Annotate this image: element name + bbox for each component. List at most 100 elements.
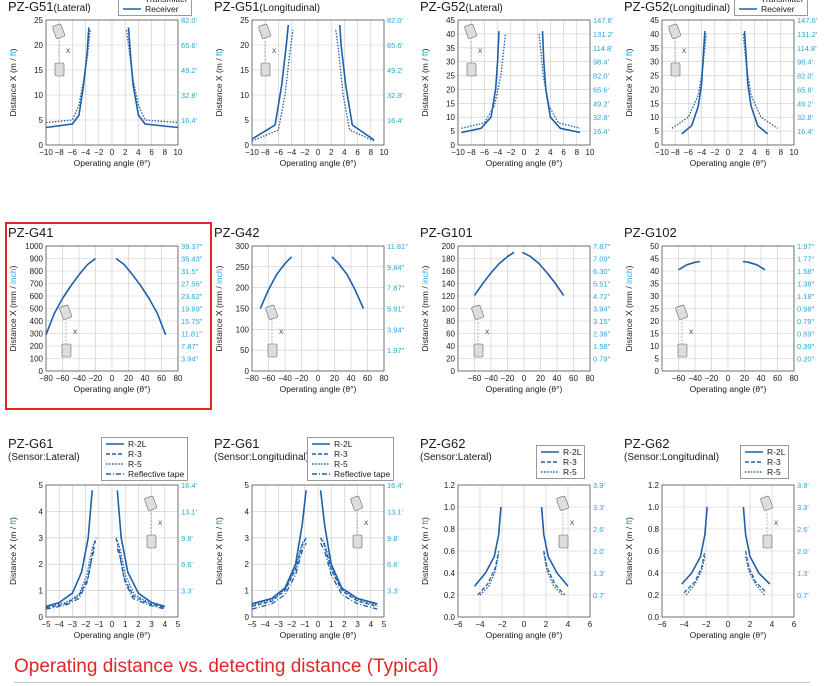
x-tick-label: 5	[382, 620, 387, 629]
sensor-diagram-icon: X	[52, 23, 71, 77]
y-tick-label: 35	[650, 44, 659, 53]
right-tick-label: 0.98"	[797, 305, 815, 314]
series-line-r-2l	[681, 506, 708, 585]
x-axis-label: Operating angle (θ°)	[74, 158, 151, 168]
y-tick-label: 15	[650, 99, 659, 108]
y-axis-label: Distance X (m / ft)	[8, 517, 18, 585]
x-tick-label: −8	[671, 148, 681, 157]
y-tick-label: 5	[245, 116, 250, 125]
x-tick-label: −6	[480, 148, 490, 157]
series-line-r-2l	[45, 490, 93, 608]
y-tick-label: 150	[236, 305, 250, 314]
y-tick-label: 25	[34, 16, 43, 25]
x-tick-label: 40	[553, 374, 562, 383]
x-diagram-label: X	[774, 520, 779, 527]
y-tick-label: 100	[236, 325, 250, 334]
x-tick-label: 20	[330, 374, 339, 383]
right-tick-label: 16.4'	[797, 127, 814, 136]
series-line-curve	[115, 257, 167, 336]
y-tick-label: 10	[446, 113, 455, 122]
series-line-curve	[331, 256, 365, 309]
chart-svg: −10 −8 −6 −4 −2 0 2 4 6 8 1005101520253035404516.4…	[420, 16, 614, 168]
legend-label: R-2L	[334, 439, 353, 449]
x-tick-label: 2	[544, 620, 549, 629]
legend-label: R-2L	[128, 439, 147, 449]
right-tick-label: 19.69"	[181, 305, 203, 314]
x-tick-label: −60	[56, 374, 70, 383]
y-axis-label: Distance X (m / ft)	[420, 48, 430, 116]
y-tick-label: 0	[451, 141, 456, 150]
chart-svg: −80 −60 −40 −20 0 20 40 60 800100200300400500600…	[8, 242, 203, 394]
right-tick-label: 2.6'	[593, 525, 605, 534]
x-axis-label: Operating angle (θ°)	[690, 158, 767, 168]
x-axis-label: Operating angle (θ°)	[690, 630, 767, 640]
plot-frame	[457, 245, 591, 372]
x-tick-label: 80	[380, 374, 389, 383]
y-tick-label: 700	[30, 280, 44, 289]
chart-svg: −6 −4 −2 0 2 4 6 0.0 0.2 0.4 0.6 0.8 1.0 1.2 0.7' 1.3' 2…	[420, 481, 605, 640]
legend-entry: R-3	[540, 457, 581, 467]
y-tick-label: 35	[650, 280, 659, 289]
legend-entry: R-2L	[744, 447, 785, 457]
x-tick-label: 10	[790, 148, 799, 157]
x-tick-label: 8	[163, 148, 168, 157]
chart-title: PZ-G41	[8, 225, 54, 240]
series-line-reflective-tape	[320, 542, 378, 610]
series-line-r-5	[320, 537, 378, 606]
series-line-receiver	[251, 24, 290, 140]
legend-entry: R-2L	[311, 439, 390, 449]
x-tick-label: 0	[110, 374, 115, 383]
y-axis-label: Distance X (mm / inch)	[214, 265, 224, 351]
right-tick-label: 1.97"	[387, 346, 405, 355]
legend-label: R-3	[128, 449, 142, 459]
right-tick-label: 1.3'	[797, 569, 809, 578]
x-tick-label: −4	[493, 148, 503, 157]
chart-title: PZ-G61	[214, 436, 260, 451]
x-tick-label: 0	[726, 148, 731, 157]
right-tick-label: 7.87"	[387, 284, 405, 293]
chart-pz-g102: PZ-G102 −60 −40 −20 0 20 40 60 80 0 5 10 15 20 25 30 35 4…	[622, 226, 827, 431]
legend-entry: R-3	[311, 449, 390, 459]
x-tick-label: −60	[672, 374, 686, 383]
x-tick-label: 8	[779, 148, 784, 157]
x-tick-label: 60	[363, 374, 372, 383]
x-tick-label: 80	[174, 374, 183, 383]
series-line-r-5	[543, 553, 563, 596]
y-tick-label: 0	[39, 613, 44, 622]
right-tick-label: 0.7'	[797, 591, 809, 600]
y-tick-label: 15	[34, 66, 43, 75]
series-line-r-5	[251, 537, 307, 606]
y-tick-label: 20	[446, 355, 455, 364]
y-tick-label: 25	[650, 305, 659, 314]
legend-swatch	[106, 463, 124, 465]
legend-swatch	[745, 461, 763, 463]
right-tick-label: 3.3'	[387, 587, 399, 596]
legend-swatch	[738, 0, 758, 3]
chart-subtitle: (Lateral)	[465, 3, 503, 14]
x-tick-label: 40	[757, 374, 766, 383]
right-tick-label: 7.87"	[593, 242, 611, 251]
legend-swatch	[541, 471, 559, 473]
chart-pz-g101: PZ-G101 −60 −40 −20 0 20 40 60 80 0 20 40 60 80 100 120…	[418, 226, 623, 431]
legend-swatch	[106, 443, 124, 445]
x-diagram-label: X	[485, 329, 490, 336]
y-tick-label: 30	[650, 58, 659, 67]
right-tick-label: 1.3'	[593, 569, 605, 578]
legend-label: R-2L	[563, 447, 582, 457]
y-axis-label: Distance X (m / ft)	[420, 517, 430, 585]
x-tick-label: 0	[110, 148, 115, 157]
y-tick-label: 300	[30, 330, 44, 339]
x-axis-label: Operating angle (θ°)	[486, 384, 563, 394]
series-line-r-5	[744, 556, 765, 596]
x-tick-label: 60	[569, 374, 578, 383]
x-tick-label: 2	[329, 148, 334, 157]
x-axis-label: Operating angle (θ°)	[280, 158, 357, 168]
plot-frame	[45, 19, 179, 146]
x-tick-label: 1	[329, 620, 334, 629]
y-tick-label: 0.8	[648, 525, 660, 534]
x-tick-label: 6	[561, 148, 566, 157]
chart-title: PZ-G62	[420, 436, 466, 451]
right-tick-label: 16.4'	[181, 481, 198, 490]
chart-svg: −10 −8 −6 −4 −2 0 2 4 6 8 1005101520253035404516.4…	[624, 16, 818, 168]
right-tick-label: 31.5"	[181, 267, 199, 276]
